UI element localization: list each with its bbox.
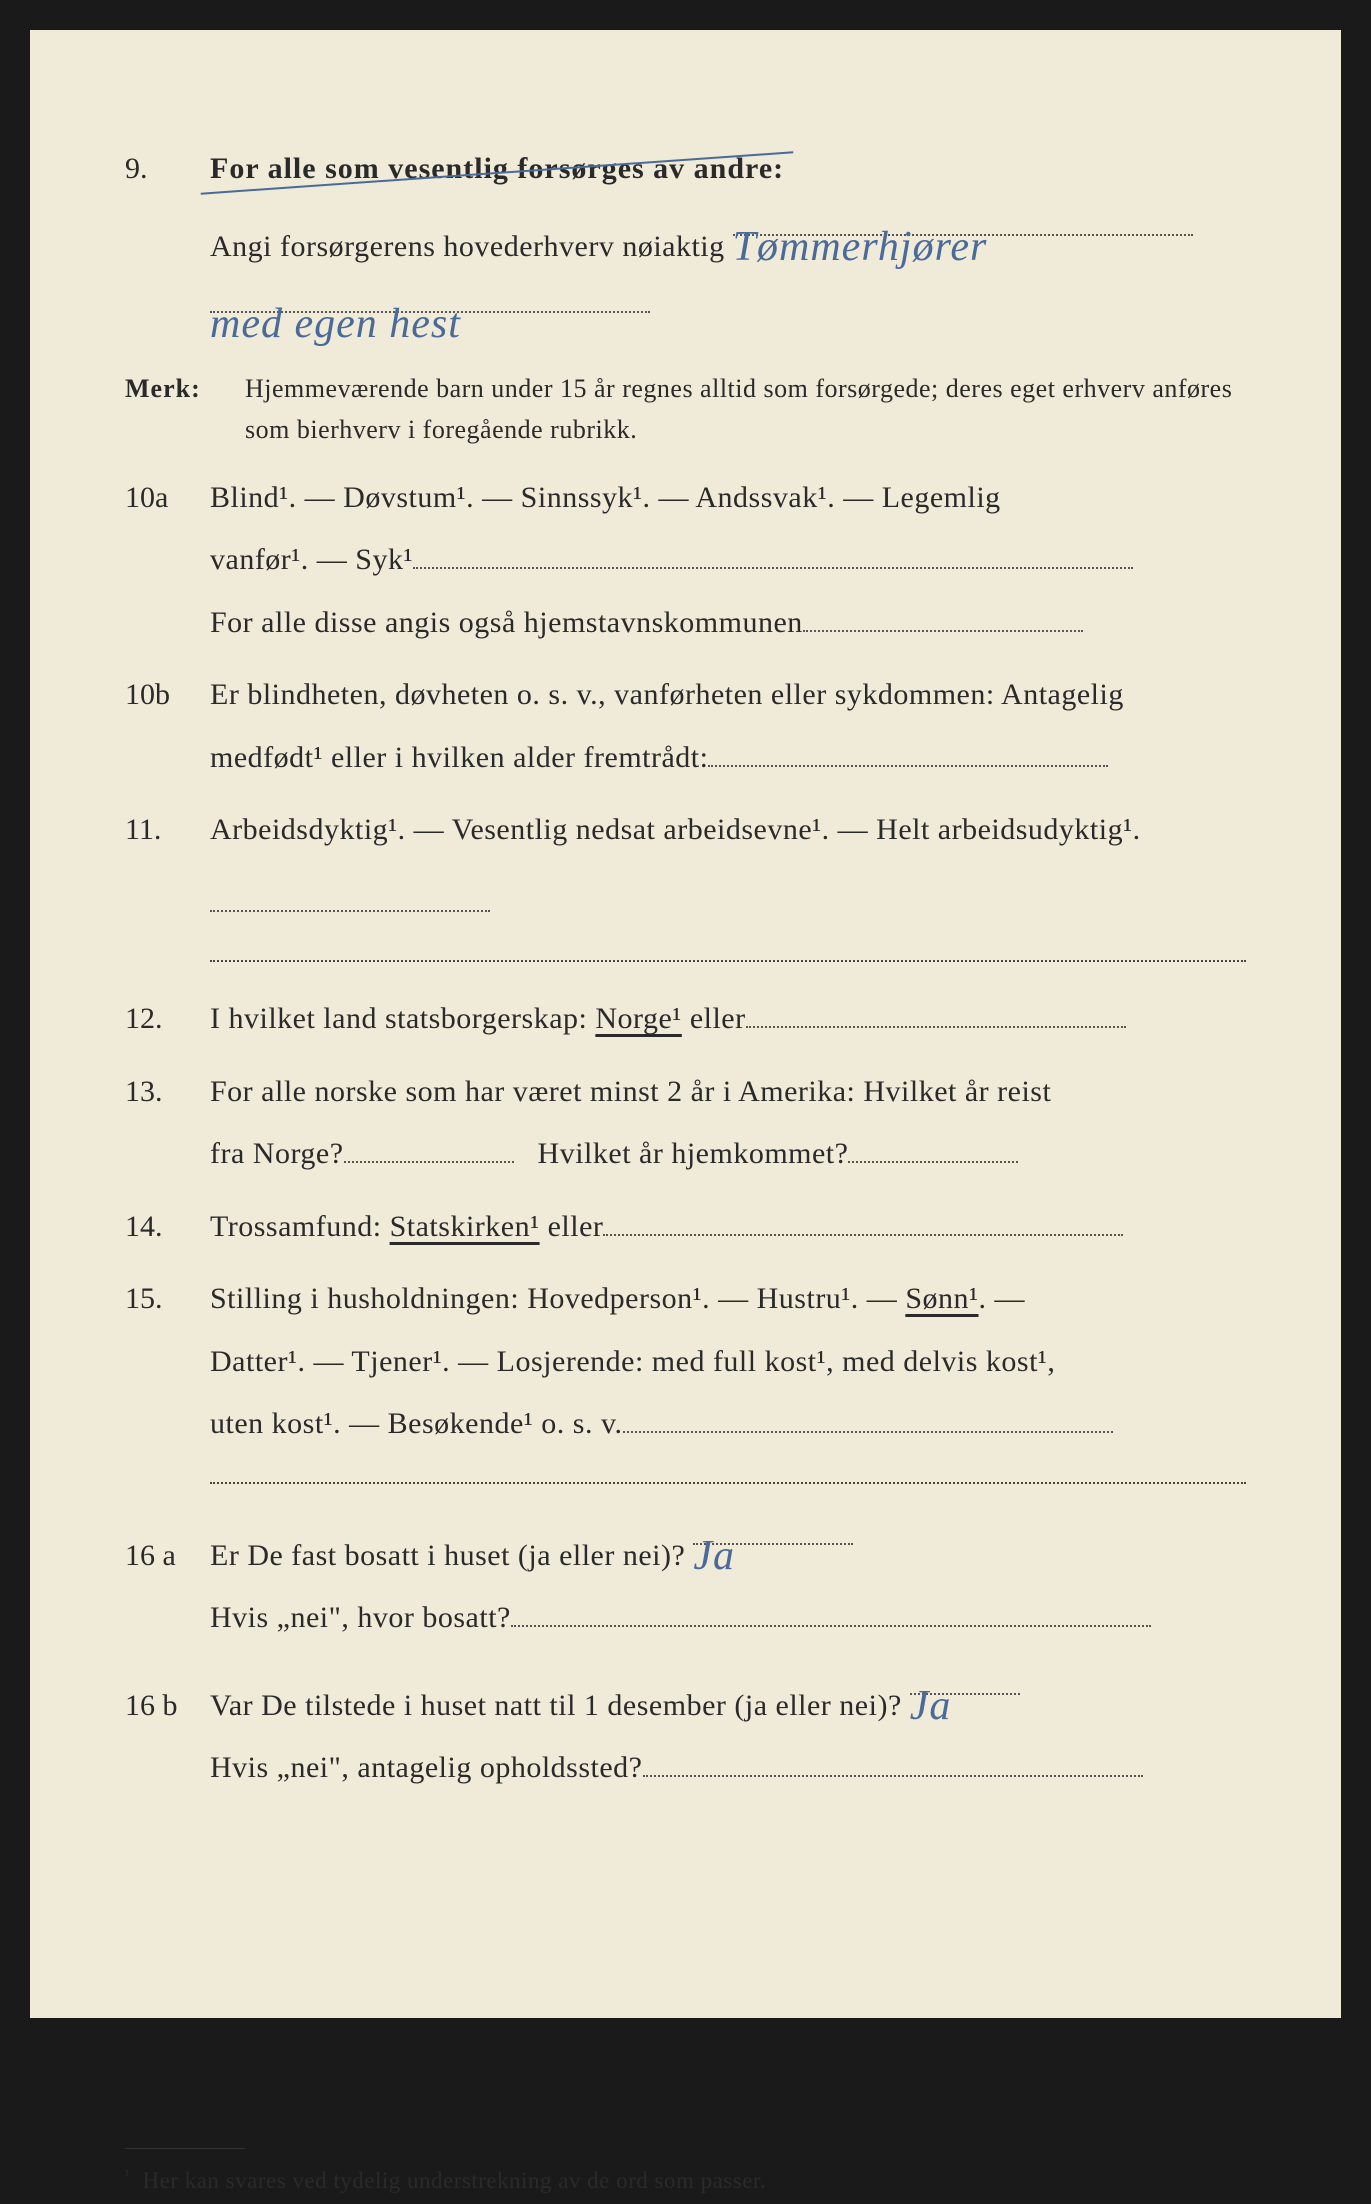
q11-number: 11.	[125, 801, 210, 860]
q13-row1: 13. For alle norske som har været minst …	[125, 1063, 1246, 1122]
section-divider-2	[210, 1482, 1246, 1484]
q10b-line1: Er blindheten, døvheten o. s. v., vanfør…	[210, 666, 1246, 725]
q15-number: 15.	[125, 1270, 210, 1329]
q16a-line1: Er De fast bosatt i huset (ja eller nei)…	[210, 1512, 1246, 1586]
q16a-row2: Hvis „nei", hvor bosatt?	[125, 1589, 1246, 1648]
census-form-page: 9. For alle som vesentlig forsørges av a…	[30, 30, 1341, 2018]
q10a-number: 10a	[125, 469, 210, 528]
footnote: ¹ Her kan svares ved tydelig understrekn…	[125, 2159, 1246, 2204]
q10a-line3: For alle disse angis også hjemstavnskomm…	[210, 594, 1246, 653]
q15-row2: Datter¹. — Tjener¹. — Losjerende: med fu…	[125, 1333, 1246, 1392]
q9-line2: Angi forsørgerens hovederhverv nøiaktig …	[210, 203, 1246, 277]
q15-row1: 15. Stilling i husholdningen: Hovedperso…	[125, 1270, 1246, 1329]
q16b-number: 16 b	[125, 1677, 210, 1736]
q10a-row2: vanfør¹. — Syk¹	[125, 531, 1246, 590]
q15-line1: Stilling i husholdningen: Hovedperson¹. …	[210, 1270, 1246, 1329]
q16b-row1: 16 b Var De tilstede i huset natt til 1 …	[125, 1662, 1246, 1736]
q10b-line2: medfødt¹ eller i hvilken alder fremtrådt…	[210, 729, 1246, 788]
footnote-rule	[125, 2148, 245, 2149]
q10a-line2: vanfør¹. — Syk¹	[210, 531, 1246, 590]
q10b-row1: 10b Er blindheten, døvheten o. s. v., va…	[125, 666, 1246, 725]
q11-row: 11. Arbeidsdyktig¹. — Vesentlig nedsat a…	[125, 801, 1246, 860]
merk-label: Merk:	[125, 368, 245, 410]
q10a-line1: Blind¹. — Døvstum¹. — Sinnssyk¹. — Andss…	[210, 469, 1246, 528]
q14-row: 14. Trossamfund: Statskirken¹ eller	[125, 1198, 1246, 1257]
q16b-line1: Var De tilstede i huset natt til 1 desem…	[210, 1662, 1246, 1736]
merk-text: Hjemmeværende barn under 15 år regnes al…	[245, 368, 1246, 451]
q13-line2: fra Norge? Hvilket år hjemkommet?	[210, 1125, 1246, 1184]
q15-line2: Datter¹. — Tjener¹. — Losjerende: med fu…	[210, 1333, 1246, 1392]
q9-row1: 9. For alle som vesentlig forsørges av a…	[125, 140, 1246, 199]
q10b-number: 10b	[125, 666, 210, 725]
q10a-row1: 10a Blind¹. — Døvstum¹. — Sinnssyk¹. — A…	[125, 469, 1246, 528]
q14-number: 14.	[125, 1198, 210, 1257]
q14-text: Trossamfund: Statskirken¹ eller	[210, 1198, 1246, 1257]
q10a-row3: For alle disse angis også hjemstavnskomm…	[125, 594, 1246, 653]
q13-number: 13.	[125, 1063, 210, 1122]
q9-row2: Angi forsørgerens hovederhverv nøiaktig …	[125, 203, 1246, 277]
merk-row: Merk: Hjemmeværende barn under 15 år reg…	[125, 368, 1246, 451]
q11-dotline	[125, 874, 1246, 933]
q13-line1: For alle norske som har været minst 2 år…	[210, 1063, 1246, 1122]
q16b-line2: Hvis „nei", antagelig opholdssted?	[210, 1739, 1246, 1798]
q12-row: 12. I hvilket land statsborgerskap: Norg…	[125, 990, 1246, 1049]
q16a-row1: 16 a Er De fast bosatt i huset (ja eller…	[125, 1512, 1246, 1586]
q12-number: 12.	[125, 990, 210, 1049]
q16a-line2: Hvis „nei", hvor bosatt?	[210, 1589, 1246, 1648]
q15-row3: uten kost¹. — Besøkende¹ o. s. v.	[125, 1395, 1246, 1454]
q11-text: Arbeidsdyktig¹. — Vesentlig nedsat arbei…	[210, 801, 1246, 860]
q10b-row2: medfødt¹ eller i hvilken alder fremtrådt…	[125, 729, 1246, 788]
section-divider-1	[210, 960, 1246, 962]
q9-number: 9.	[125, 140, 210, 199]
q16b-row2: Hvis „nei", antagelig opholdssted?	[125, 1739, 1246, 1798]
q9-row3: med egen hest	[125, 280, 1246, 354]
q9-heading: For alle som vesentlig forsørges av andr…	[210, 140, 1246, 199]
q15-line3: uten kost¹. — Besøkende¹ o. s. v.	[210, 1395, 1246, 1454]
q16a-number: 16 a	[125, 1527, 210, 1586]
q12-text: I hvilket land statsborgerskap: Norge¹ e…	[210, 990, 1246, 1049]
q13-row2: fra Norge? Hvilket år hjemkommet?	[125, 1125, 1246, 1184]
